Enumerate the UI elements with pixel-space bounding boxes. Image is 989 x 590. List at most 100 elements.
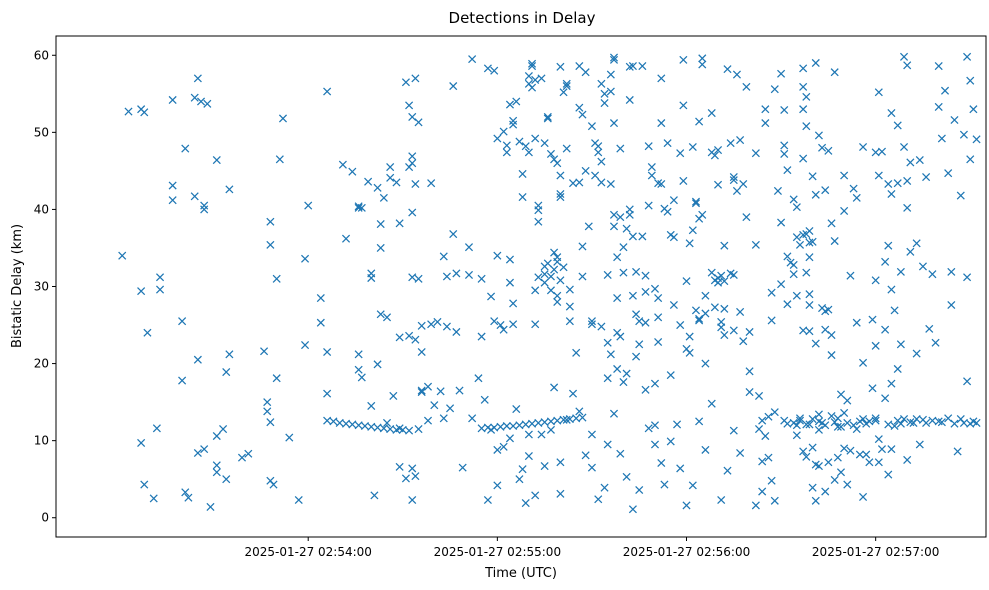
scatter-point-32 <box>212 468 221 477</box>
scatter-point-3 <box>140 108 149 117</box>
scatter-point-508 <box>912 349 921 358</box>
scatter-point-305 <box>707 268 716 277</box>
scatter-point-456 <box>859 415 868 424</box>
scatter-point-182 <box>559 263 568 272</box>
scatter-point-385 <box>802 92 811 101</box>
scatter-point-143 <box>524 72 533 81</box>
scatter-point-245 <box>632 310 641 319</box>
scatter-point-278 <box>676 149 685 158</box>
scatter-point-164 <box>543 259 552 268</box>
scatter-point-641 <box>729 426 738 435</box>
scatter-point-7 <box>143 328 152 337</box>
scatter-point-210 <box>597 322 606 331</box>
scatter-point-486 <box>887 445 896 454</box>
scatter-point-517 <box>928 270 937 279</box>
scatter-point-377 <box>795 416 805 425</box>
scatter-point-250 <box>638 232 647 241</box>
scatter-point-470 <box>874 171 883 180</box>
scatter-point-258 <box>647 171 656 180</box>
scatter-point-535 <box>959 130 968 139</box>
scatter-point-602 <box>499 442 508 451</box>
scatter-point-402 <box>808 483 817 492</box>
scatter-point-589 <box>408 464 417 473</box>
scatter-point-650 <box>524 430 533 439</box>
scatter-point-343 <box>758 487 767 496</box>
scatter-point-587 <box>395 462 404 471</box>
scatter-point-529 <box>947 300 956 310</box>
scatter-point-471 <box>874 435 883 444</box>
scatter-point-610 <box>537 430 546 439</box>
scatter-point-300 <box>701 291 710 300</box>
scatter-point-389 <box>802 420 811 429</box>
scatter-point-620 <box>594 495 603 504</box>
scatter-point-413 <box>818 143 827 152</box>
scatter-point-264 <box>654 313 663 322</box>
scatter-point-157 <box>537 74 546 83</box>
scatter-point-112 <box>452 327 461 337</box>
scatter-point-297 <box>698 54 707 63</box>
scatter-point-643 <box>745 388 754 397</box>
scatter-point-630 <box>657 458 666 468</box>
scatter-point-126 <box>496 320 505 330</box>
scatter-point-288 <box>688 142 697 152</box>
scatter-point-282 <box>679 176 688 185</box>
scatter-point-428 <box>830 68 839 77</box>
scatter-point-399 <box>808 237 817 246</box>
scatter-point-526 <box>944 169 953 178</box>
scatter-point-565 <box>502 421 511 431</box>
scatter-point-451 <box>852 425 861 434</box>
scatter-point-106 <box>439 252 448 261</box>
x-tick-label-2: 2025-01-27 02:56:00 <box>623 545 750 559</box>
scatter-point-344 <box>761 105 770 114</box>
scatter-point-313 <box>717 271 726 280</box>
scatter-point-482 <box>887 109 896 118</box>
scatter-point-243 <box>628 291 637 300</box>
scatter-point-603 <box>505 434 515 443</box>
scatter-point-138 <box>512 97 521 106</box>
y-tick-label-5: 50 <box>34 125 49 139</box>
scatter-point-444 <box>843 480 852 489</box>
scatter-point-520 <box>934 62 943 71</box>
scatter-point-253 <box>641 318 650 327</box>
scatter-point-423 <box>824 458 833 467</box>
scatter-point-652 <box>587 430 596 439</box>
scatter-point-301 <box>701 309 710 318</box>
scatter-point-169 <box>550 248 559 257</box>
scatter-point-49 <box>269 480 278 489</box>
scatter-point-109 <box>449 82 458 91</box>
scatter-point-539 <box>963 377 972 386</box>
scatter-point-137 <box>509 320 518 329</box>
scatter-point-336 <box>745 367 754 376</box>
scatter-point-368 <box>789 270 798 279</box>
scatter-point-173 <box>553 257 562 266</box>
scatter-point-5 <box>140 480 149 489</box>
scatter-point-77 <box>379 193 388 202</box>
scatter-point-254 <box>641 385 650 394</box>
scatter-point-55 <box>294 495 303 505</box>
scatter-point-204 <box>591 171 600 180</box>
scatter-point-490 <box>893 179 902 188</box>
scatter-point-525 <box>940 86 950 95</box>
scatter-point-247 <box>635 317 644 326</box>
scatter-point-144 <box>524 148 533 157</box>
scatter-point-507 <box>912 239 921 248</box>
scatter-point-257 <box>647 162 656 172</box>
scatter-point-477 <box>881 394 890 403</box>
scatter-point-503 <box>906 158 915 167</box>
scatter-point-201 <box>587 317 596 326</box>
scatter-point-519 <box>931 338 940 347</box>
scatter-point-586 <box>395 424 404 433</box>
scatter-point-95 <box>414 118 423 127</box>
scatter-point-612 <box>546 425 555 434</box>
scatter-point-194 <box>578 110 587 119</box>
scatter-point-121 <box>487 292 496 301</box>
scatter-point-188 <box>565 317 574 326</box>
scatter-point-334 <box>742 213 751 222</box>
scatter-point-500 <box>903 176 912 185</box>
scatter-point-422 <box>824 305 833 314</box>
scatter-point-289 <box>688 226 697 235</box>
scatter-point-91 <box>408 208 417 217</box>
scatter-point-80 <box>386 162 395 172</box>
scatter-point-129 <box>502 141 511 150</box>
scatter-point-443 <box>843 418 852 427</box>
